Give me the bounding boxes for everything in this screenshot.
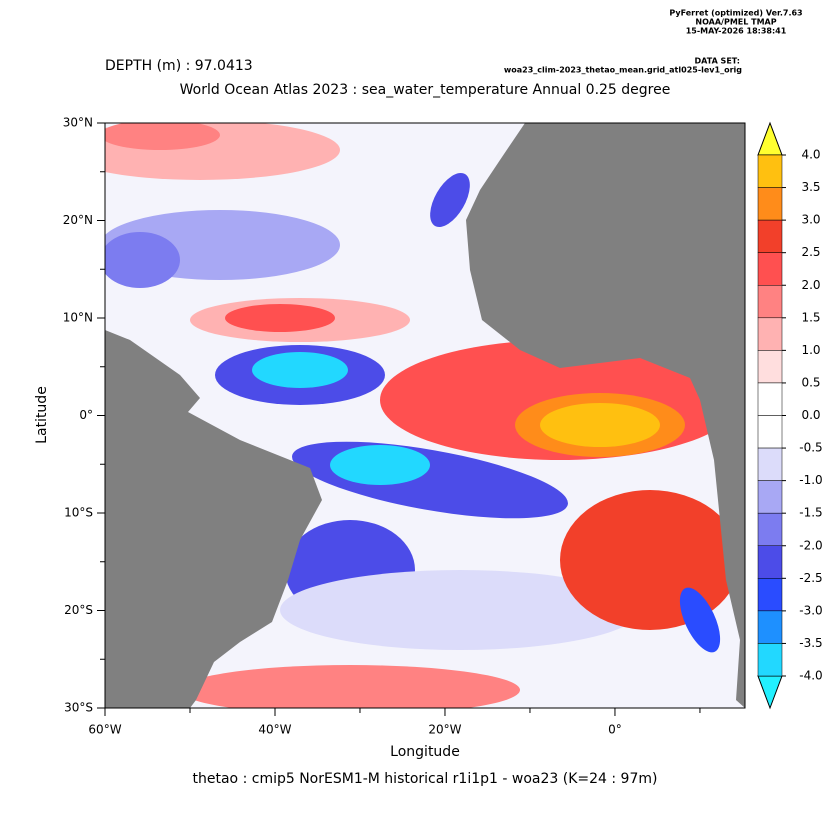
y-tick-label: 30°S — [64, 701, 93, 715]
colorbar-swatch — [757, 317, 783, 351]
colorbar-label: -2.5 — [799, 571, 822, 585]
colorbar-swatch — [757, 512, 783, 546]
x-tick-label: 20°W — [428, 723, 461, 737]
y-tick-label: 10°S — [64, 506, 93, 520]
anomaly-patch — [330, 445, 430, 485]
land — [105, 330, 322, 708]
colorbar-label: -3.5 — [799, 636, 822, 650]
colorbar-swatch — [757, 545, 783, 579]
colorbar-swatch — [757, 382, 783, 416]
colorbar-label: 3.0 — [801, 213, 820, 227]
colorbar-label: -4.0 — [799, 669, 822, 683]
colorbar-label: 1.5 — [801, 310, 820, 324]
colorbar-swatch — [757, 610, 783, 644]
chart-title: World Ocean Atlas 2023 : sea_water_tempe… — [180, 82, 671, 98]
colorbar-label: -2.0 — [799, 538, 822, 552]
x-tick-label: 60°W — [88, 723, 121, 737]
colorbar-label: 2.0 — [801, 278, 820, 292]
y-tick-label: 10°N — [63, 311, 93, 325]
colorbar-swatch — [757, 285, 783, 319]
colorbar-label: 3.5 — [801, 180, 820, 194]
colorbar-under — [757, 675, 783, 710]
field — [105, 123, 745, 708]
colorbar-label: 0.5 — [801, 375, 820, 389]
y-tick-label: 20°S — [64, 603, 93, 617]
depth-label: DEPTH (m) : 97.0413 — [105, 58, 253, 74]
header-line: NOAA/PMEL TMAP — [695, 18, 776, 27]
colorbar-swatch — [757, 219, 783, 253]
colorbar-swatch — [757, 578, 783, 612]
colorbar-swatch — [757, 350, 783, 384]
dataset-label: DATA SET: — [695, 57, 740, 66]
anomaly-patch — [105, 232, 180, 288]
x-axis-label: Longitude — [390, 744, 460, 760]
x-tick-label: 40°W — [258, 723, 291, 737]
anomaly-patch — [560, 490, 740, 630]
colorbar-label: 1.0 — [801, 343, 820, 357]
anomaly-patch — [679, 587, 721, 653]
header-line: PyFerret (optimized) Ver.7.63 — [669, 9, 802, 18]
header-line: 15-MAY-2026 18:38:41 — [686, 27, 787, 36]
colorbar-swatch — [757, 643, 783, 677]
footer: thetao : cmip5 NorESM1-M historical r1i1… — [193, 771, 658, 787]
colorbar-swatch — [757, 154, 783, 188]
anomaly-patch — [252, 352, 348, 388]
colorbar-label: 4.0 — [801, 148, 820, 162]
y-tick-label: 20°N — [63, 213, 93, 227]
y-tick-label: 30°N — [63, 116, 93, 130]
colorbar-swatch — [757, 447, 783, 481]
colorbar-label: -1.5 — [799, 506, 822, 520]
y-tick-label: 0° — [79, 408, 93, 422]
colorbar-label: 0.0 — [801, 408, 820, 422]
colorbar-swatch — [757, 252, 783, 286]
colorbar-label: -3.0 — [799, 603, 822, 617]
dataset-name: woa23_clim-2023_thetao_mean.grid_atl025-… — [504, 66, 742, 75]
colorbar-label: -1.0 — [799, 473, 822, 487]
colorbar-label: 2.5 — [801, 245, 820, 259]
anomaly-patch — [225, 304, 335, 332]
anomaly-patch — [105, 123, 220, 150]
colorbar-over — [757, 121, 783, 156]
land — [466, 123, 745, 708]
anomaly-patch — [430, 172, 470, 228]
anomaly-patch — [280, 570, 640, 650]
x-tick-label: 0° — [608, 723, 622, 737]
anomaly-patch — [540, 403, 660, 447]
colorbar-label: -0.5 — [799, 441, 822, 455]
colorbar-swatch — [757, 480, 783, 514]
y-axis-label: Latitude — [34, 386, 50, 444]
anomaly-patch — [180, 665, 520, 708]
colorbar-swatch — [757, 187, 783, 221]
colorbar-swatch — [757, 415, 783, 449]
